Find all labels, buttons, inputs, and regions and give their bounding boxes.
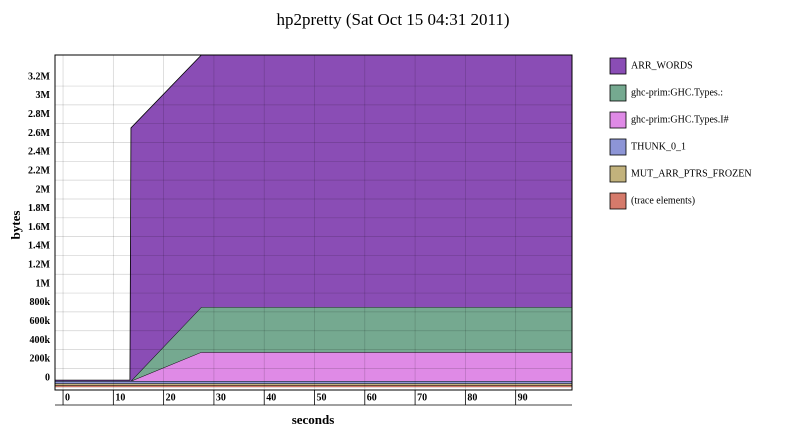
x-tick-label: 10 [115, 392, 125, 403]
legend-swatch [609, 192, 627, 210]
y-tick-label: 600k [29, 316, 50, 327]
area [55, 385, 572, 388]
x-tick-label: 70 [417, 392, 427, 403]
y-tick-label: 400k [29, 335, 50, 346]
legend-swatch [609, 165, 627, 183]
y-tick-label: 1M [36, 278, 51, 289]
legend-swatch [609, 111, 627, 129]
legend-label: ghc-prim:GHC.Types.I# [631, 114, 729, 125]
x-tick-label: 0 [65, 392, 70, 403]
legend-label: ARR_WORDS [631, 60, 693, 71]
y-tick-label: 3M [36, 90, 51, 101]
x-axis-label: seconds [292, 412, 335, 427]
area [55, 381, 572, 384]
y-tick-label: 2.4M [28, 147, 51, 158]
chart-title: hp2pretty (Sat Oct 15 04:31 2011) [276, 10, 509, 29]
legend-label: (trace elements) [631, 195, 695, 206]
x-tick-label: 80 [467, 392, 477, 403]
area [55, 383, 572, 386]
y-tick-label: 3.2M [28, 71, 51, 82]
legend-swatch [609, 57, 627, 75]
y-tick-label: 1.8M [28, 203, 51, 214]
legend-label: MUT_ARR_PTRS_FROZEN [631, 168, 752, 179]
x-tick-label: 60 [367, 392, 377, 403]
y-tick-label: 2M [36, 184, 51, 195]
legend-label: ghc-prim:GHC.Types.: [631, 87, 723, 98]
y-tick-label: 1.2M [28, 260, 51, 271]
y-tick-label: 800k [29, 297, 50, 308]
area [55, 55, 572, 382]
y-tick-label: 200k [29, 354, 50, 365]
x-tick-label: 90 [518, 392, 528, 403]
x-tick-label: 40 [266, 392, 276, 403]
y-tick-label: 1.4M [28, 241, 51, 252]
y-axis-label: bytes [8, 211, 23, 240]
x-tick-label: 20 [166, 392, 176, 403]
y-tick-label: 2.8M [28, 109, 51, 120]
legend-swatch [609, 84, 627, 102]
y-tick-label: 1.6M [28, 222, 51, 233]
legend-label: THUNK_0_1 [631, 141, 686, 152]
y-tick-label: 2.6M [28, 128, 51, 139]
x-tick-label: 30 [216, 392, 226, 403]
plot-frame [54, 54, 573, 391]
y-tick-label: 2.2M [28, 165, 51, 176]
y-tick-label: 0 [45, 372, 50, 383]
x-tick-label: 50 [317, 392, 327, 403]
legend-swatch [609, 138, 627, 156]
